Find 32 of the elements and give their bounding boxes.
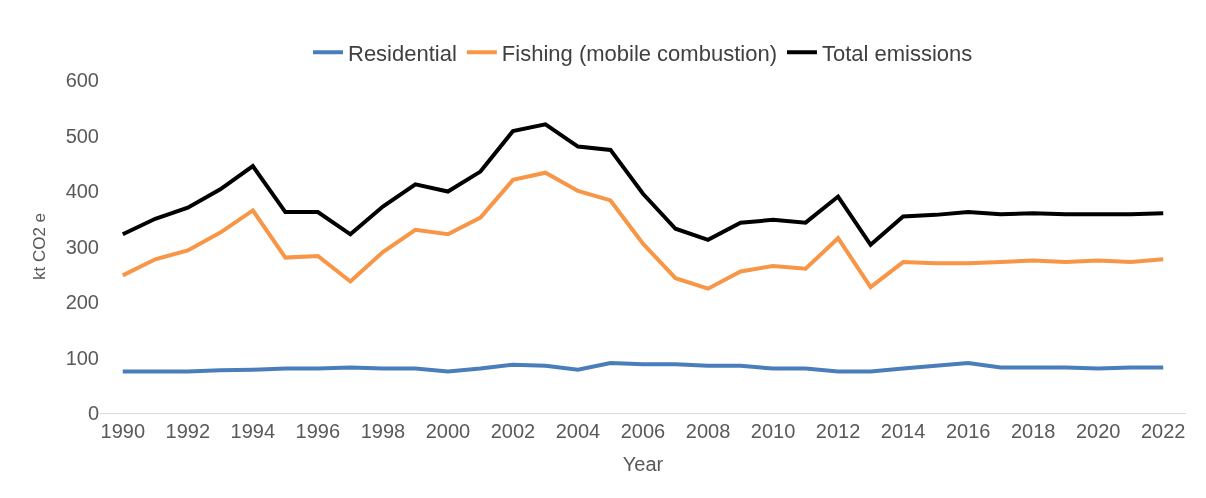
y-tick-label: 200 [65,291,99,313]
x-tick-label: 1996 [295,420,341,442]
x-tick-label: 2012 [815,420,861,442]
x-tick-label: 2000 [425,420,471,442]
x-tick-label: 2008 [685,420,731,442]
y-tick-label: 300 [65,235,99,258]
y-tick-label: 500 [65,124,99,147]
y-axis-title: kt CO2 e [30,212,50,281]
legend-label: Total emissions [821,40,973,66]
x-tick-label: 1998 [360,420,406,442]
x-tick-label: 2014 [880,420,926,442]
x-tick-label: 2002 [490,420,536,442]
x-tick-label: 1992 [165,420,211,442]
x-tick-label: 2022 [1140,420,1186,442]
x-tick-label: 1990 [100,420,146,442]
y-tick-label: 400 [65,180,99,202]
x-tick-label: 2004 [555,420,601,442]
x-tick-label: 2016 [945,420,991,442]
x-tick-label: 1994 [230,420,276,442]
legend-label: Residential [348,40,457,66]
x-tick-label: 2006 [620,420,666,442]
legend-label: Fishing (mobile combustion) [501,40,777,66]
line-series [120,122,1166,247]
y-tick-label: 0 [87,402,99,424]
x-axis-title: Year [622,452,664,475]
x-tick-label: 2018 [1010,420,1056,442]
line-series [120,170,1166,291]
x-tick-label: 2010 [750,420,796,442]
y-tick-label: 600 [65,69,99,91]
x-tick-label: 2020 [1075,420,1121,442]
y-tick-label: 100 [65,346,99,369]
line-series [120,361,1166,374]
